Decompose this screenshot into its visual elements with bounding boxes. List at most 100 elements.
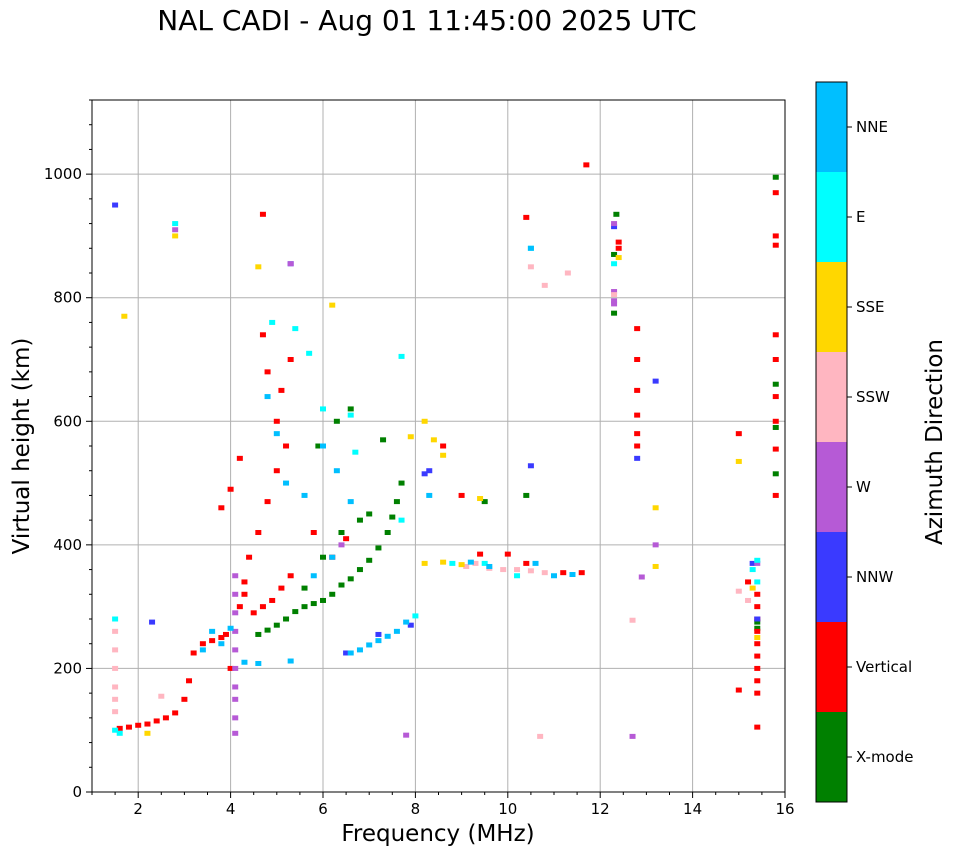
x-tick-label: 16 — [775, 800, 794, 818]
data-point — [541, 570, 548, 576]
data-point — [514, 567, 521, 573]
data-point — [259, 211, 266, 217]
data-point — [310, 601, 317, 607]
data-point — [754, 653, 761, 659]
data-point — [652, 563, 659, 569]
colorbar-tick-label: NNE — [856, 118, 888, 136]
colorbar-tick-label: SSE — [856, 298, 885, 316]
data-point — [735, 687, 742, 693]
data-point — [481, 560, 488, 566]
data-point — [638, 574, 645, 580]
data-point — [472, 560, 479, 566]
data-point — [477, 551, 484, 557]
colorbar-tick-label: E — [856, 208, 865, 226]
data-point — [112, 709, 119, 715]
data-point — [523, 214, 530, 220]
data-point — [754, 560, 761, 566]
data-point — [287, 357, 294, 362]
data-point — [320, 554, 326, 560]
data-point — [338, 530, 345, 535]
data-point — [172, 221, 179, 227]
colorbar: X-mode Vertical NNW W SSW SSE E NNE — [815, 81, 913, 803]
data-point — [366, 511, 373, 517]
y-axis-label: Virtual height (km) — [9, 338, 35, 555]
data-point — [634, 431, 641, 437]
data-point — [375, 638, 382, 644]
data-point — [754, 690, 761, 696]
data-point — [398, 480, 405, 486]
colorbar-swatch — [816, 82, 847, 172]
data-point — [532, 560, 539, 566]
chart-title: NAL CADI - Aug 01 11:45:00 2025 UTC — [157, 4, 697, 37]
data-point — [283, 616, 290, 622]
data-point — [190, 650, 197, 656]
data-point — [403, 732, 410, 738]
data-point — [629, 733, 636, 739]
data-point — [278, 387, 285, 393]
data-point — [264, 627, 271, 633]
colorbar-swatch — [816, 532, 847, 622]
data-point — [615, 245, 622, 251]
data-point — [121, 313, 128, 319]
data-point — [578, 570, 585, 576]
data-point — [352, 449, 359, 455]
data-point — [486, 563, 493, 569]
data-point — [403, 619, 410, 625]
data-point — [735, 431, 742, 437]
series-e — [112, 221, 761, 736]
data-point — [112, 616, 119, 622]
data-point — [320, 443, 326, 449]
data-point — [255, 530, 262, 535]
data-point — [772, 332, 779, 338]
data-point — [343, 536, 350, 542]
grid-lines — [92, 100, 786, 793]
data-point — [366, 557, 373, 563]
data-point — [611, 251, 618, 257]
data-point — [320, 406, 326, 412]
data-point — [241, 591, 248, 597]
data-point — [652, 505, 659, 511]
data-point — [347, 650, 354, 656]
data-point — [172, 710, 179, 716]
x-tick-label: 14 — [683, 800, 702, 818]
data-point — [754, 628, 761, 634]
data-point — [754, 619, 761, 625]
data-point — [634, 357, 641, 362]
data-point — [218, 635, 225, 641]
data-point — [112, 628, 119, 634]
data-point — [209, 628, 216, 634]
data-point — [754, 557, 761, 563]
data-point — [343, 650, 350, 656]
data-point — [347, 406, 354, 412]
data-point — [186, 678, 193, 684]
data-point — [218, 641, 225, 647]
data-point — [426, 492, 433, 498]
y-tick-label: 400 — [53, 536, 82, 554]
data-point — [347, 576, 354, 582]
data-point — [583, 162, 590, 168]
data-point — [292, 609, 299, 615]
data-point — [264, 369, 271, 375]
data-point — [222, 631, 229, 637]
y-tick-label: 800 — [53, 289, 82, 307]
data-point — [333, 418, 340, 424]
data-point — [380, 437, 387, 443]
data-point — [232, 696, 239, 702]
data-point — [283, 480, 290, 486]
x-axis-label: Frequency (MHz) — [341, 821, 534, 847]
data-point — [218, 505, 225, 511]
colorbar-swatch — [816, 442, 847, 532]
data-point — [384, 530, 391, 535]
data-point — [144, 721, 151, 727]
data-point — [278, 585, 285, 591]
data-point — [527, 245, 534, 251]
data-point — [523, 560, 530, 566]
data-point — [232, 665, 239, 671]
data-point — [158, 693, 165, 699]
data-point — [199, 641, 206, 647]
data-point — [611, 224, 618, 230]
data-point — [749, 560, 756, 566]
data-point — [227, 486, 234, 492]
data-point — [241, 579, 248, 585]
data-point — [754, 665, 761, 671]
